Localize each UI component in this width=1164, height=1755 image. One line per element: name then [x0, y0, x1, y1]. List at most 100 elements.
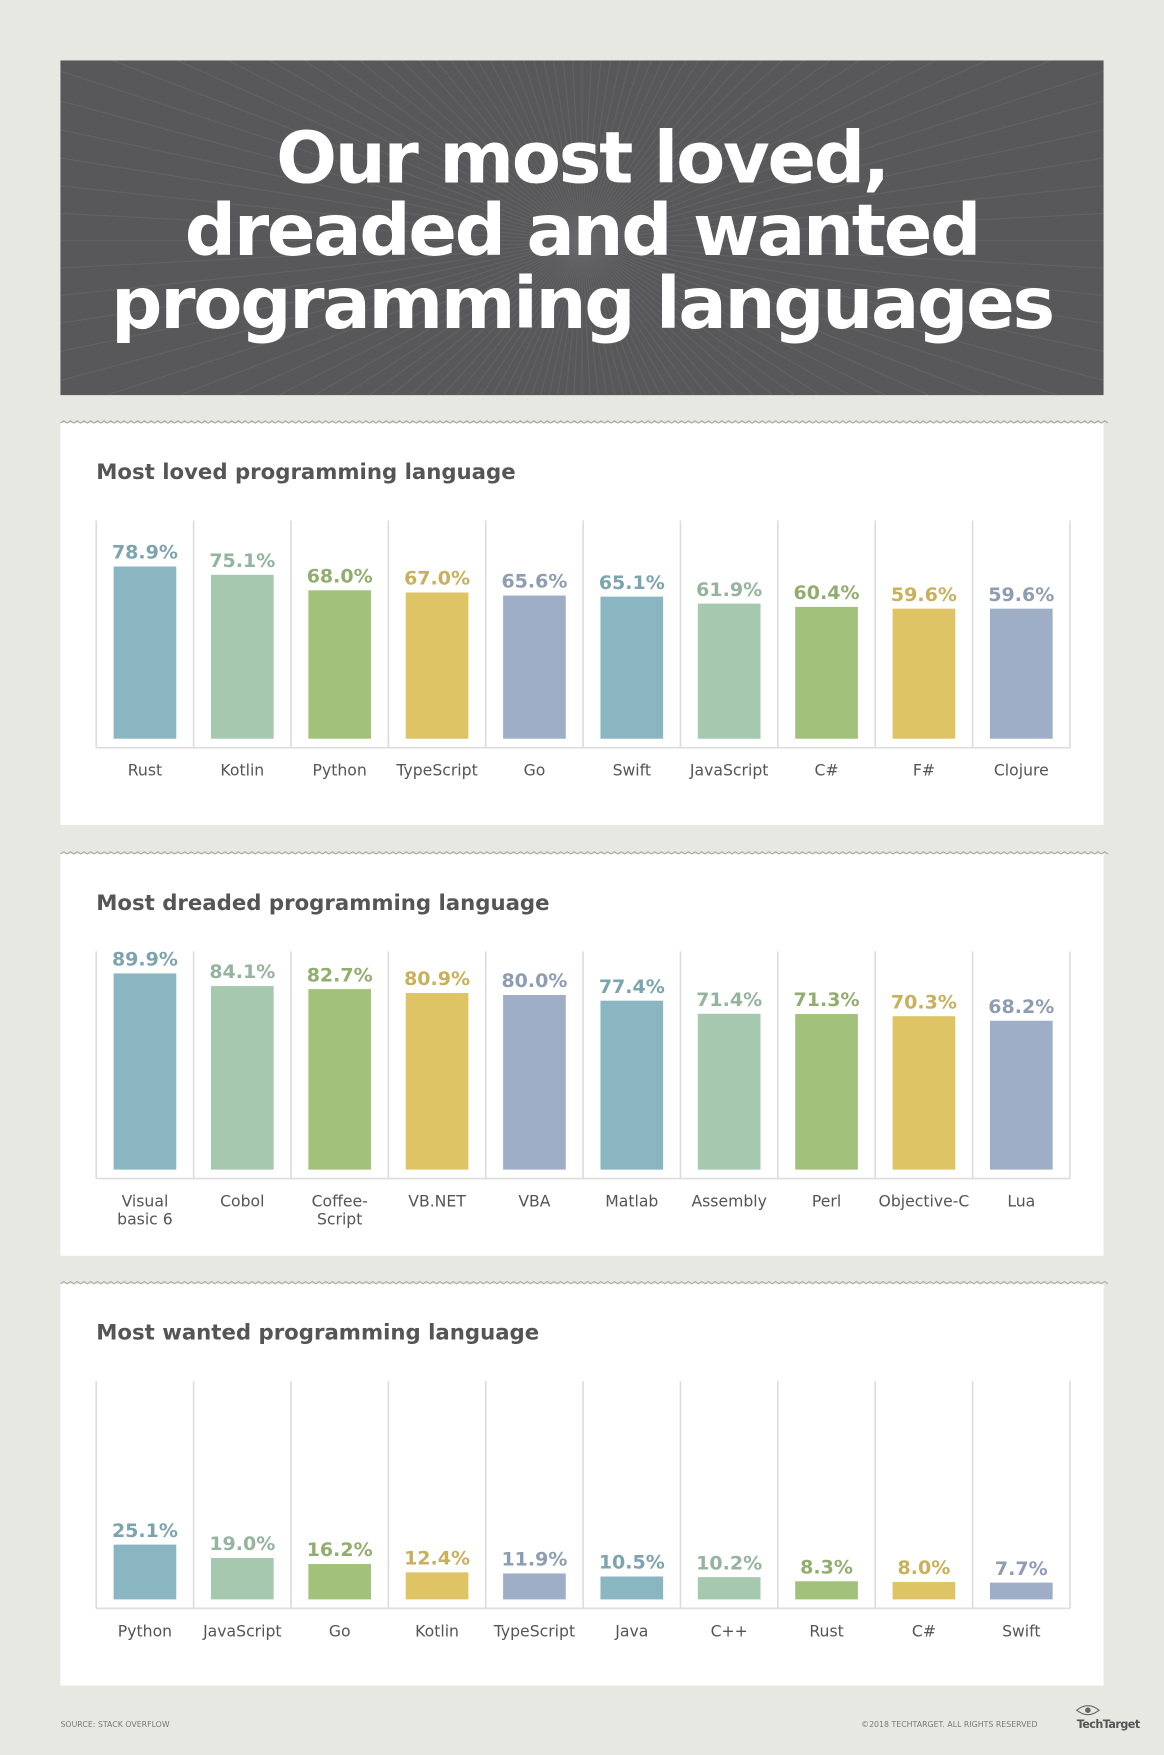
ray	[581, 60, 593, 241]
ray	[60, 240, 583, 324]
ray	[60, 240, 583, 269]
panel-edge	[60, 1280, 1109, 1285]
category-label: Assembly	[691, 1192, 766, 1211]
ray	[227, 60, 583, 242]
logo-icon	[1075, 1705, 1100, 1716]
ray	[581, 240, 851, 396]
bar	[308, 1564, 372, 1600]
value-label: 67.0%	[404, 568, 470, 590]
ray	[581, 240, 986, 396]
ray	[565, 240, 583, 396]
bar	[795, 606, 858, 739]
ray	[581, 240, 755, 396]
category-label: C#	[912, 1621, 936, 1640]
bar	[308, 590, 372, 739]
ray	[581, 212, 1104, 242]
ray	[581, 185, 1104, 242]
ray	[60, 185, 583, 242]
value-label: 19.0%	[209, 1533, 275, 1555]
ray	[477, 60, 583, 241]
category-label: Go	[329, 1621, 351, 1640]
value-label: 80.0%	[501, 970, 567, 992]
bar	[503, 595, 566, 739]
bar	[113, 973, 177, 1170]
value-label: 8.3%	[800, 1556, 853, 1578]
category-label: Kotlin	[415, 1621, 459, 1640]
ray	[581, 240, 591, 396]
source: SOURCE: STACK OVERFLOW	[60, 1720, 169, 1729]
value-label: 77.4%	[599, 976, 665, 998]
ray	[581, 60, 687, 241]
ray	[581, 240, 1104, 269]
ray	[581, 60, 861, 242]
category-label: Coffee-Script	[312, 1192, 368, 1229]
category-label: Rust	[128, 761, 162, 780]
ray	[333, 60, 583, 242]
ray	[581, 60, 642, 241]
bar	[503, 995, 566, 1170]
category-label: Java	[614, 1621, 648, 1640]
value-label: 11.9%	[501, 1549, 567, 1571]
category-label: Clojure	[994, 761, 1049, 780]
ray	[469, 240, 583, 396]
value-label: 7.7%	[995, 1558, 1048, 1580]
ray	[581, 60, 896, 242]
category-label: JavaScript	[689, 761, 768, 780]
bar	[113, 1544, 177, 1600]
value-label: 10.5%	[599, 1552, 665, 1574]
bar	[210, 1557, 274, 1600]
bar	[210, 986, 274, 1170]
category-label: Swift	[613, 761, 651, 780]
ray	[581, 60, 806, 242]
value-label: 68.2%	[988, 996, 1054, 1018]
ray	[531, 240, 583, 396]
ray	[548, 240, 583, 396]
ray	[381, 60, 583, 242]
ray	[543, 60, 583, 241]
ray	[409, 240, 583, 396]
ray	[512, 240, 583, 396]
panel-edge	[60, 420, 1109, 424]
ray	[442, 240, 583, 396]
bar	[989, 1020, 1053, 1170]
category-label: F#	[913, 761, 935, 780]
ray	[313, 240, 583, 396]
ray	[303, 60, 583, 242]
category-label: Swift	[1002, 1621, 1040, 1640]
category-label: TypeScript	[493, 1621, 575, 1640]
ray	[368, 240, 583, 396]
ray	[581, 240, 599, 396]
ray	[581, 240, 931, 396]
category-label: JavaScript	[202, 1621, 281, 1640]
category-label: Objective-C	[879, 1192, 970, 1211]
ray	[502, 240, 583, 396]
category-label: TypeScript	[395, 761, 477, 780]
value-label: 78.9%	[112, 542, 178, 564]
ray	[581, 60, 631, 241]
ray	[60, 70, 583, 242]
panel	[60, 1283, 1104, 1686]
bar	[600, 596, 664, 739]
ray	[104, 240, 583, 396]
bar	[795, 1581, 858, 1600]
category-label: Visual basic 6	[117, 1192, 173, 1229]
ray	[464, 60, 583, 241]
chart-title: Most loved programming language	[96, 460, 515, 485]
bar	[795, 1014, 858, 1170]
ray	[343, 240, 583, 396]
ray	[540, 240, 583, 396]
bar	[892, 1581, 956, 1600]
bar	[697, 603, 761, 739]
bar	[989, 608, 1053, 739]
ray	[581, 60, 621, 241]
bar	[308, 989, 372, 1170]
ray	[581, 240, 683, 396]
ray	[581, 60, 763, 242]
ray	[277, 240, 583, 396]
bar	[697, 1577, 761, 1600]
ray	[435, 60, 583, 242]
ray	[562, 60, 583, 241]
ray	[581, 240, 774, 396]
value-label: 12.4%	[404, 1548, 470, 1570]
